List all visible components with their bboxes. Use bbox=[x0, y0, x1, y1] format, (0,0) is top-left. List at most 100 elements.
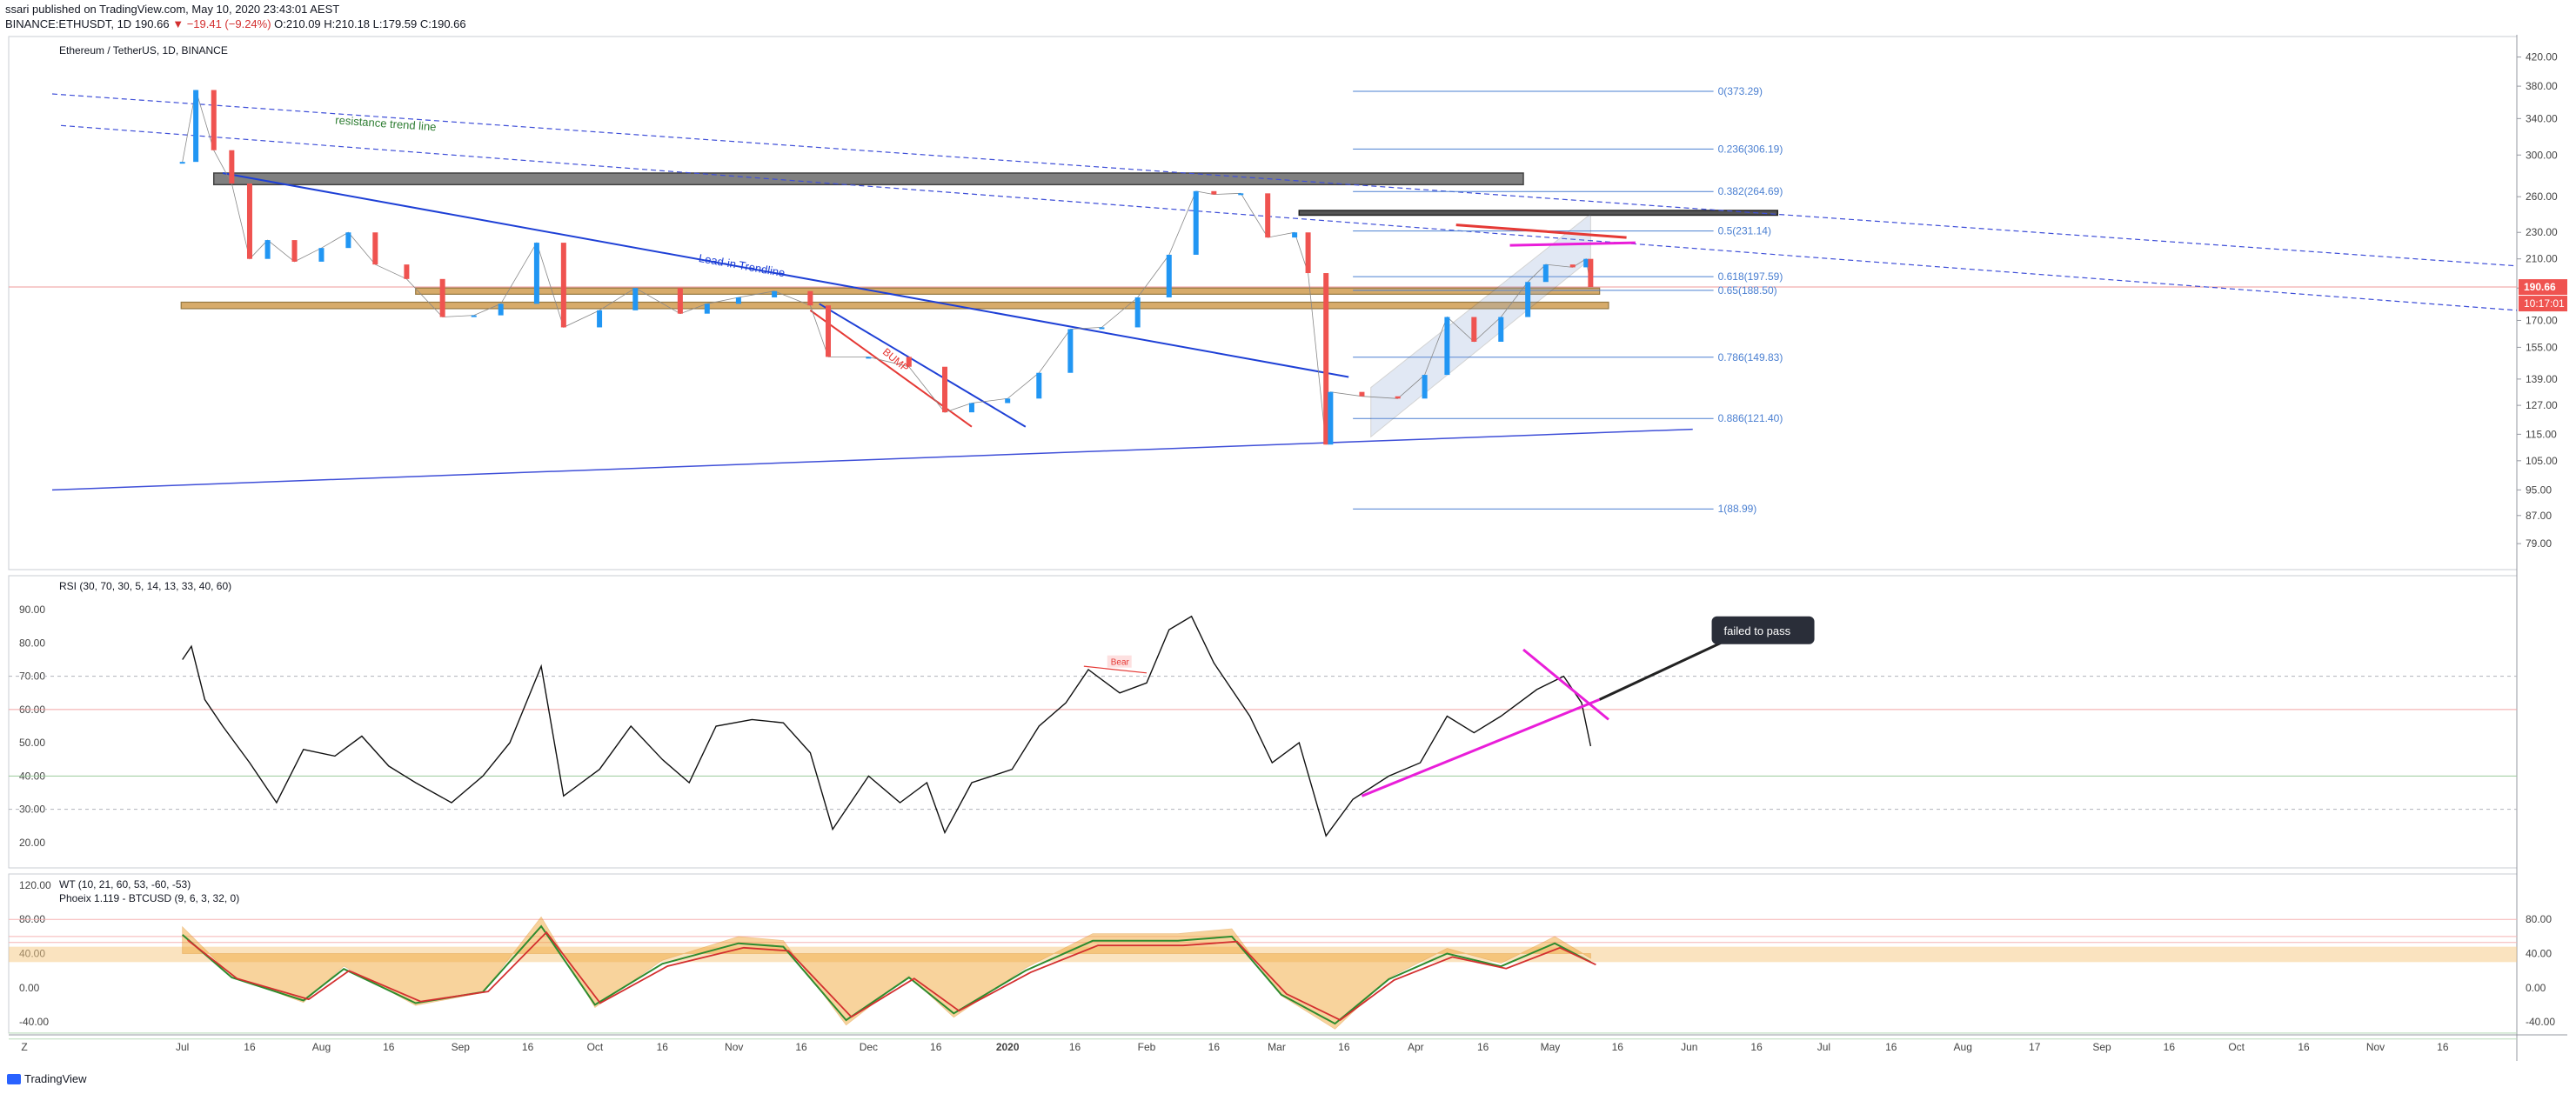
main-chart-title: Ethereum / TetherUS, 1D, BINANCE bbox=[59, 44, 228, 57]
candle bbox=[246, 183, 252, 259]
candle bbox=[1542, 264, 1549, 283]
price-tick-label: 139.00 bbox=[2526, 373, 2558, 385]
fib-level-label: 0(373.29) bbox=[1718, 85, 1763, 97]
support-band-lower bbox=[180, 301, 1609, 310]
time-tick-label: Feb bbox=[1138, 1041, 1156, 1053]
time-tick-label: Jun bbox=[1681, 1041, 1697, 1053]
wt-title: WT (10, 21, 60, 53, -60, -53) bbox=[59, 878, 191, 891]
magenta-resistance bbox=[1509, 241, 1636, 247]
fib-level-label: 0.618(197.59) bbox=[1718, 270, 1783, 283]
fib-level-label: 0.786(149.83) bbox=[1718, 351, 1783, 364]
candle bbox=[1525, 282, 1531, 317]
candle bbox=[1005, 398, 1011, 404]
rsi-title: RSI (30, 70, 30, 5, 14, 13, 33, 40, 60) bbox=[59, 580, 231, 592]
time-tick-label: Oct bbox=[2228, 1041, 2245, 1053]
rsi-line bbox=[182, 615, 1592, 837]
tradingview-logo[interactable]: TradingView bbox=[7, 1072, 87, 1085]
time-tick-label: 16 bbox=[522, 1041, 534, 1053]
time-tick-label: 16 bbox=[1885, 1041, 1897, 1053]
callout-pointer bbox=[1599, 642, 1722, 701]
bump-trendline bbox=[819, 303, 1027, 428]
candle bbox=[533, 243, 539, 304]
candle bbox=[439, 278, 445, 317]
price-tick-label: 127.00 bbox=[2526, 399, 2558, 411]
time-tick-label: Mar bbox=[1268, 1041, 1286, 1053]
candle bbox=[1359, 391, 1365, 397]
last-price-tag-text: 190.66 bbox=[2524, 281, 2556, 293]
wt-tick-label-left: 0.00 bbox=[19, 982, 40, 994]
candle bbox=[318, 248, 325, 262]
callout-box bbox=[1711, 616, 1815, 644]
fib-level-label: 0.5(231.14) bbox=[1718, 225, 1771, 237]
resistance-trend-line-lower bbox=[60, 124, 2518, 311]
candle bbox=[1238, 193, 1244, 196]
time-tick-label: Oct bbox=[587, 1041, 604, 1053]
countdown-tag bbox=[2519, 296, 2567, 312]
price-tick-label: 210.00 bbox=[2526, 253, 2558, 265]
time-tick-label: 16 bbox=[2437, 1041, 2449, 1053]
price-tick-label: 420.00 bbox=[2526, 51, 2558, 63]
rsi-panel bbox=[8, 575, 2518, 869]
wt-tick-label-left: 120.00 bbox=[19, 879, 51, 891]
time-tick-label: 16 bbox=[1338, 1041, 1350, 1053]
candle bbox=[1471, 317, 1477, 342]
rsi-support-line bbox=[1361, 698, 1601, 797]
candle bbox=[193, 90, 199, 163]
time-tick-label: 16 bbox=[1069, 1041, 1081, 1053]
price-tick-label: 115.00 bbox=[2526, 428, 2557, 440]
time-tick-label: 16 bbox=[930, 1041, 942, 1053]
rsi-bear-badge bbox=[1107, 655, 1132, 668]
fib-level-label: 0.382(264.69) bbox=[1718, 185, 1783, 197]
candle bbox=[1498, 317, 1504, 342]
candle bbox=[1395, 396, 1401, 399]
lead-in-trendline bbox=[222, 171, 1349, 378]
publish-info: ssari published on TradingView.com, May … bbox=[5, 3, 340, 16]
callout-text: failed to pass bbox=[1724, 624, 1791, 637]
time-tick-label: Nov bbox=[2366, 1041, 2385, 1053]
candle bbox=[560, 243, 566, 328]
price-tick-label: 170.00 bbox=[2526, 314, 2558, 326]
time-tick-label: 16 bbox=[383, 1041, 395, 1053]
candle bbox=[345, 232, 351, 249]
fib-level-label: 1(88.99) bbox=[1718, 503, 1757, 515]
candle bbox=[498, 304, 504, 316]
time-tick-label: Sep bbox=[2092, 1041, 2111, 1053]
price-tick-label: 380.00 bbox=[2526, 80, 2558, 92]
wt-tick-label-left: -40.00 bbox=[19, 1016, 49, 1028]
candle bbox=[735, 297, 741, 304]
rsi-resistance-line bbox=[1522, 648, 1609, 721]
price-tick-label: 230.00 bbox=[2526, 226, 2558, 238]
candle bbox=[632, 288, 639, 310]
time-tick-label: Sep bbox=[452, 1041, 471, 1053]
rsi-bear-label: Bear bbox=[1111, 658, 1130, 668]
time-tick-label: 16 bbox=[2164, 1041, 2176, 1053]
candle bbox=[1569, 264, 1576, 268]
candle bbox=[404, 264, 410, 279]
candle bbox=[1583, 258, 1589, 268]
time-tick-label: Jul bbox=[176, 1041, 189, 1053]
rsi-tick-label: 50.00 bbox=[19, 737, 45, 749]
candle bbox=[968, 403, 974, 413]
time-tick-label: Dec bbox=[860, 1041, 878, 1053]
time-tick-label: 16 bbox=[1612, 1041, 1624, 1053]
candle bbox=[1099, 327, 1105, 330]
resistance-band-2 bbox=[1298, 210, 1779, 217]
price-tick-label: 340.00 bbox=[2526, 112, 2558, 124]
fib-level-label: 0.886(121.40) bbox=[1718, 412, 1783, 424]
time-tick-label: Apr bbox=[1408, 1041, 1424, 1053]
rsi-tick-label: 20.00 bbox=[19, 837, 45, 849]
candle bbox=[1292, 232, 1298, 238]
wt-subtitle: Phoeix 1.119 - BTCUSD (9, 6, 3, 32, 0) bbox=[59, 892, 239, 904]
time-tick-label: 16 bbox=[795, 1041, 807, 1053]
time-tick-label: 2020 bbox=[996, 1041, 1020, 1053]
candle bbox=[1265, 193, 1271, 238]
chart-canvas[interactable]: Ethereum / TetherUS, 1D, BINANCE RSI (30,… bbox=[0, 35, 2576, 1070]
resistance-trend-line-upper bbox=[51, 93, 2518, 267]
price-tick-label: 79.00 bbox=[2526, 537, 2552, 550]
candle bbox=[1323, 273, 1329, 445]
candle bbox=[704, 304, 710, 314]
long-support-line bbox=[51, 428, 1693, 491]
change-text: ▼ −19.41 (−9.24%) bbox=[172, 17, 271, 30]
symbol-info: BINANCE:ETHUSDT, 1D 190.66 ▼ −19.41 (−9.… bbox=[5, 17, 466, 31]
candle bbox=[597, 310, 603, 328]
